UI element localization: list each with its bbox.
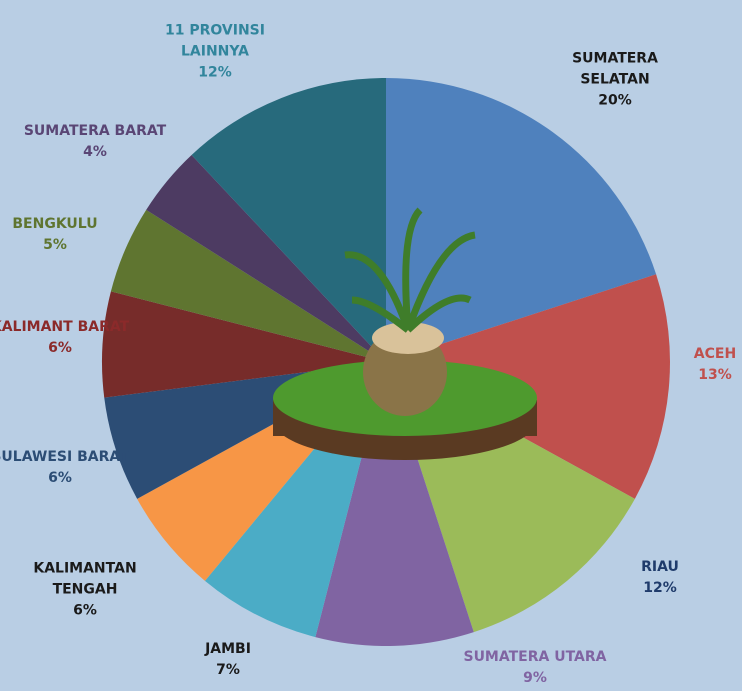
category-name: SUMATERA BARAT	[15, 121, 175, 142]
value-label: 6%	[0, 468, 140, 489]
value-label: 7%	[148, 660, 308, 681]
value-label: 5%	[0, 235, 135, 256]
category-name: JAMBI	[148, 639, 308, 660]
value-label: 20%	[535, 91, 695, 112]
value-label: 9%	[455, 668, 615, 689]
category-name: BENGKULU	[0, 214, 135, 235]
value-label: 12%	[580, 578, 740, 599]
value-label: 6%	[5, 601, 165, 622]
value-label: 6%	[0, 338, 140, 359]
category-name: RIAU	[580, 557, 740, 578]
category-name: SUMATERA SELATAN	[535, 49, 695, 91]
fronds	[345, 210, 475, 330]
value-label: 12%	[135, 63, 295, 84]
category-name: KALIMANTAN TENGAH	[5, 559, 165, 601]
category-name: 11 PROVINSI LAINNYA	[135, 21, 295, 63]
category-name: SUMATERA UTARA	[455, 647, 615, 668]
category-name: ACEH	[635, 344, 742, 365]
category-name: SULAWESI BARAT	[0, 447, 140, 468]
value-label: 13%	[635, 365, 742, 386]
category-name: KALIMANT BARAT	[0, 317, 140, 338]
chart: SUMATERA SELATAN20%ACEH13%RIAU12%SUMATER…	[0, 0, 742, 691]
value-label: 4%	[15, 142, 175, 163]
